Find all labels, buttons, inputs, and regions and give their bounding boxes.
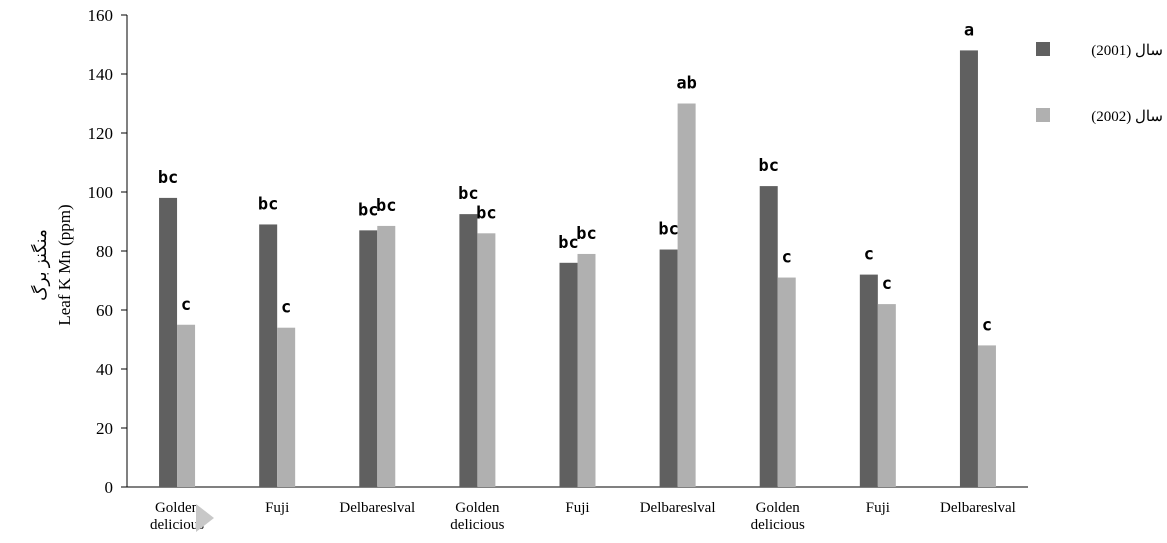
play-arrow-icon <box>196 504 214 532</box>
bar-series-2-cat-2 <box>277 327 296 487</box>
bar-series-1-cat-6 <box>659 249 678 487</box>
significance-label: c <box>864 245 874 265</box>
significance-label: c <box>782 248 792 268</box>
y-tick-label: 120 <box>88 124 114 143</box>
y-tick-label: 80 <box>96 242 113 261</box>
bar-series-1-cat-1 <box>159 197 178 487</box>
y-axis-label: Leaf K Mn (ppm) <box>55 204 74 325</box>
bar-series-1-cat-7 <box>759 186 778 487</box>
significance-label: c <box>181 295 191 315</box>
bar-series-1-cat-4 <box>459 214 478 487</box>
y-tick-label: 160 <box>88 6 114 25</box>
bar-series-2-cat-7 <box>777 277 796 487</box>
x-category-label: Golden <box>455 500 500 516</box>
bar-series-2-cat-1 <box>177 324 196 487</box>
legend-label: سال (2001) <box>1091 43 1163 59</box>
legend-swatch <box>1036 108 1050 122</box>
y-tick-label: 140 <box>88 65 114 84</box>
significance-label: bc <box>376 196 396 216</box>
significance-label: c <box>882 274 892 294</box>
bar-series-1-cat-5 <box>559 262 578 487</box>
y-tick-label: 0 <box>105 478 114 497</box>
bar-series-2-cat-8 <box>877 304 896 487</box>
bar-series-2-cat-5 <box>577 253 596 487</box>
y-tick-label: 20 <box>96 419 113 438</box>
x-category-label: delicious <box>450 517 504 533</box>
significance-label: c <box>982 315 992 335</box>
x-category-label: Fuji <box>565 500 589 516</box>
x-category-label: delicious <box>751 517 805 533</box>
significance-label: bc <box>358 200 378 220</box>
x-category-label: Delbareslval <box>640 500 716 516</box>
axes: 0 20 40 60 80 100 120 140 160 <box>88 6 1028 497</box>
bar-series-1-cat-8 <box>859 274 878 487</box>
x-category-label: Fuji <box>265 500 289 516</box>
x-category-label: Golden <box>155 500 200 516</box>
significance-label: ab <box>676 74 696 94</box>
significance-label: bc <box>658 220 678 240</box>
bar-series-2-cat-3 <box>377 225 396 488</box>
significance-label: bc <box>476 203 496 223</box>
significance-label: bc <box>458 184 478 204</box>
legend: سال (2001) سال (2002) <box>1036 42 1163 125</box>
significance-label: bc <box>558 233 578 253</box>
x-category-label: delicious <box>150 517 204 533</box>
legend-swatch <box>1036 42 1050 56</box>
significance-label: bc <box>158 168 178 188</box>
significance-label: bc <box>758 156 778 176</box>
x-category-label: Delbareslval <box>339 500 415 516</box>
bar-series-1-cat-3 <box>359 230 378 487</box>
bar-series-1-cat-9 <box>959 50 978 488</box>
legend-label: سال (2002) <box>1091 109 1163 125</box>
y-axis-title: منگنز برگ Leaf K Mn (ppm) <box>30 204 74 325</box>
y-axis-label-fa: منگنز برگ <box>30 229 51 301</box>
x-category-label: Golden <box>756 500 801 516</box>
y-tick-label: 100 <box>88 183 114 202</box>
significance-label: c <box>281 298 291 318</box>
bar-series-1-cat-2 <box>259 224 278 487</box>
bar-series-2-cat-4 <box>477 233 496 487</box>
y-tick-label: 40 <box>96 360 113 379</box>
significance-label: bc <box>258 194 278 214</box>
bar-series-2-cat-9 <box>977 345 996 487</box>
bars <box>159 50 996 488</box>
significance-label: a <box>964 20 974 40</box>
x-category-label: Fuji <box>866 500 890 516</box>
bar-series-2-cat-6 <box>677 103 696 487</box>
y-tick-label: 60 <box>96 301 113 320</box>
significance-label: bc <box>576 224 596 244</box>
x-category-label: Delbareslval <box>940 500 1016 516</box>
